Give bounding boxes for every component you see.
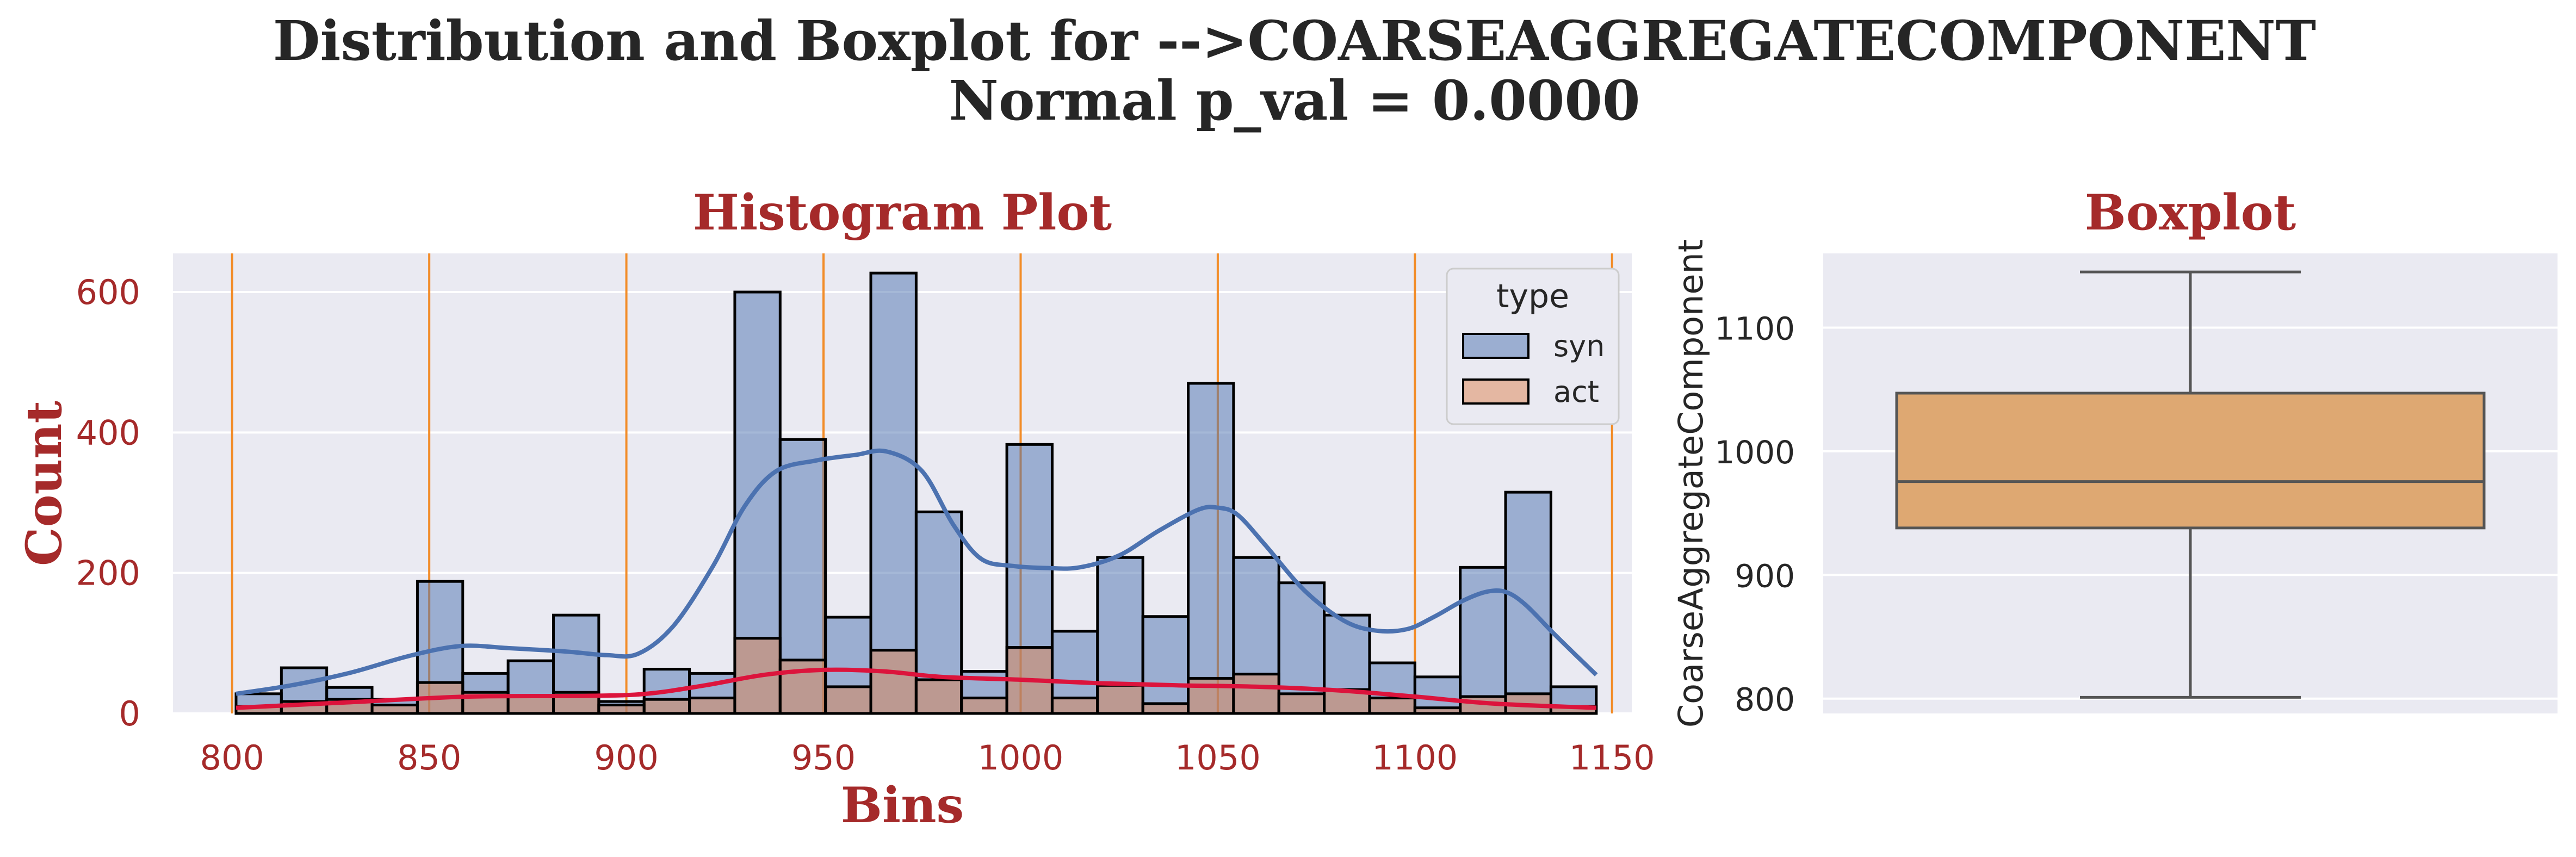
figure-title-line2: Normal p_val = 0.0000 (949, 69, 1640, 133)
boxplot-y-tick-label: 900 (1735, 557, 1795, 594)
boxplot-iqr-box (1895, 392, 2486, 530)
boxplot-y-tick-labels: 800 900 1000 1100 (1714, 310, 1795, 718)
histogram-bar-act (869, 649, 918, 715)
histogram-x-tick-label: 1150 (1569, 738, 1655, 778)
histogram-x-tick-label: 1000 (978, 738, 1064, 778)
histogram-x-tick-label: 1100 (1372, 738, 1458, 778)
histogram-y-tick-label: 600 (76, 272, 140, 312)
histogram-title: Histogram Plot (693, 184, 1112, 241)
histogram-y-tick-label: 200 (76, 554, 140, 593)
histogram-panel: 800 850 900 950 1000 1050 1100 1150 0200400600 … (15, 184, 1655, 834)
histogram-bar-act (824, 685, 872, 715)
histogram-bar-act (506, 695, 555, 715)
boxplot-panel: 800 900 1000 1100 Boxplot CoarseAggregateCo… (1671, 184, 2558, 728)
boxplot-y-tick-label: 800 (1735, 681, 1795, 718)
legend-swatch-act (1462, 378, 1530, 405)
histogram-x-axis-label: Bins (841, 777, 964, 834)
boxplot-y-tick-label: 1100 (1714, 310, 1795, 347)
boxplot-y-axis-label: CoarseAggregateComponent (1671, 239, 1711, 728)
histogram-bar-act (597, 704, 646, 715)
boxplot-title: Boxplot (2085, 184, 2296, 241)
histogram-bar-act (1277, 692, 1326, 715)
kde-line-act (236, 667, 1596, 710)
histogram-bar-syn (869, 271, 918, 715)
histogram-bar-syn (1277, 581, 1326, 715)
histogram-bar-syn (1141, 615, 1190, 715)
histogram-kde-curves (236, 448, 1598, 710)
histogram-y-tick-label: 0 (119, 694, 140, 734)
histogram-legend: type syn act (1446, 268, 1620, 425)
histogram-bar-syn (1504, 490, 1552, 715)
histogram-bar-act (642, 698, 691, 715)
boxplot-y-tick-label: 1000 (1714, 434, 1795, 471)
histogram-x-tick-label: 850 (397, 738, 461, 778)
histogram-bar-act (1368, 697, 1416, 715)
figure-title-line1: Distribution and Boxplot for -->COARSEAG… (273, 9, 2316, 73)
histogram-x-tick-label: 900 (594, 738, 658, 778)
histogram-bar-act (370, 704, 419, 715)
legend-title: type (1496, 277, 1569, 315)
histogram-bar-act (688, 697, 736, 715)
histogram-bar-act (1050, 697, 1099, 715)
histogram-y-axis-label: Count (15, 401, 73, 567)
histogram-y-tick-labels: 0 200 400 600 (76, 272, 140, 734)
boxplot-box (1895, 270, 2486, 699)
legend-swatch-syn (1462, 333, 1530, 359)
histogram-bar-act (1413, 706, 1462, 715)
histogram-x-tick-labels: 800 850 900 950 1000 1050 1100 1150 (200, 738, 1655, 778)
legend-label-syn: syn (1553, 329, 1605, 363)
histogram-x-tick-label: 950 (791, 738, 856, 778)
histogram-y-tick-label: 400 (76, 413, 140, 452)
histogram-bar-act (1141, 702, 1190, 715)
histogram-bar-act (1232, 673, 1280, 715)
kde-line-syn (236, 448, 1598, 696)
histogram-bar-act (1096, 684, 1144, 715)
histogram-x-tick-label: 800 (200, 738, 264, 778)
histogram-bar-syn (1187, 382, 1235, 715)
histogram-bar-act (960, 697, 1008, 715)
legend-label-act: act (1553, 375, 1599, 409)
histogram-x-tick-label: 1050 (1175, 738, 1261, 778)
histogram-bar-act (914, 678, 963, 715)
